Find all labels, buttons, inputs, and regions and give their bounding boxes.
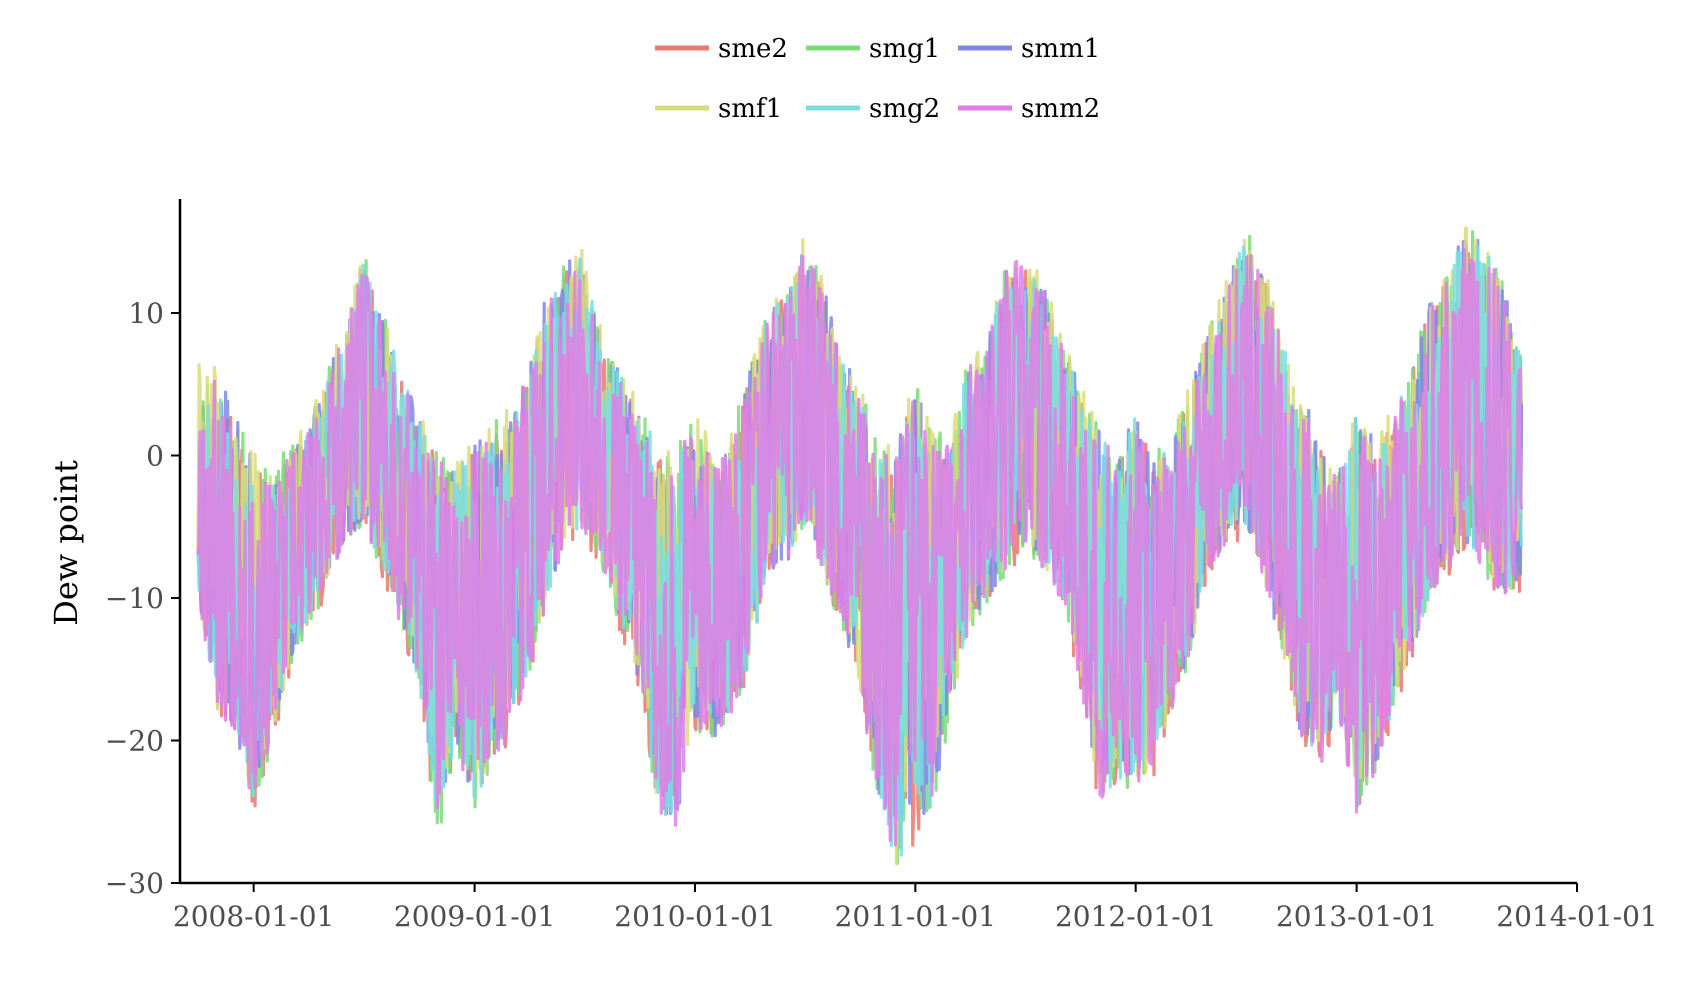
y-axis: −30 −20 −10 0 10 <box>105 297 180 900</box>
y-tick-label: 10 <box>128 297 164 330</box>
legend-item-smg2: smg2 <box>806 94 940 124</box>
x-tick-label: 2009-01-01 <box>394 900 555 933</box>
x-tick-label: 2008-01-01 <box>173 900 334 933</box>
legend-item-smm1: smm1 <box>958 34 1100 64</box>
legend-item-smg1: smg1 <box>806 34 940 64</box>
x-tick-label: 2013-01-01 <box>1276 900 1437 933</box>
legend-label: smf1 <box>718 94 782 124</box>
x-tick-label: 2012-01-01 <box>1055 900 1216 933</box>
legend-label: smm2 <box>1021 94 1100 124</box>
y-tick-label: −10 <box>105 582 164 615</box>
legend-label: smm1 <box>1021 34 1100 64</box>
x-axis: 2008-01-01 2009-01-01 2010-01-01 2011-01-01… <box>173 883 1658 933</box>
y-axis-title: Dew point <box>47 460 85 626</box>
y-tick-label: −30 <box>105 867 164 900</box>
legend-item-sme2: sme2 <box>655 34 788 64</box>
legend-label: smg2 <box>869 94 940 124</box>
y-tick-label: −20 <box>105 725 164 758</box>
x-tick-label: 2010-01-01 <box>614 900 775 933</box>
legend-label: sme2 <box>718 34 788 64</box>
series-line-smm2 <box>196 248 1524 847</box>
legend-item-smf1: smf1 <box>655 94 782 124</box>
y-tick-label: 0 <box>146 440 164 473</box>
x-tick-label: 2011-01-01 <box>835 900 996 933</box>
legend-item-smm2: smm2 <box>958 94 1100 124</box>
plot-area <box>196 226 1524 866</box>
legend: sme2 smg1 smm1 smf1 smg2 smm2 <box>655 34 1100 124</box>
legend-label: smg1 <box>869 34 940 64</box>
x-tick-label: 2014-01-01 <box>1496 900 1657 933</box>
